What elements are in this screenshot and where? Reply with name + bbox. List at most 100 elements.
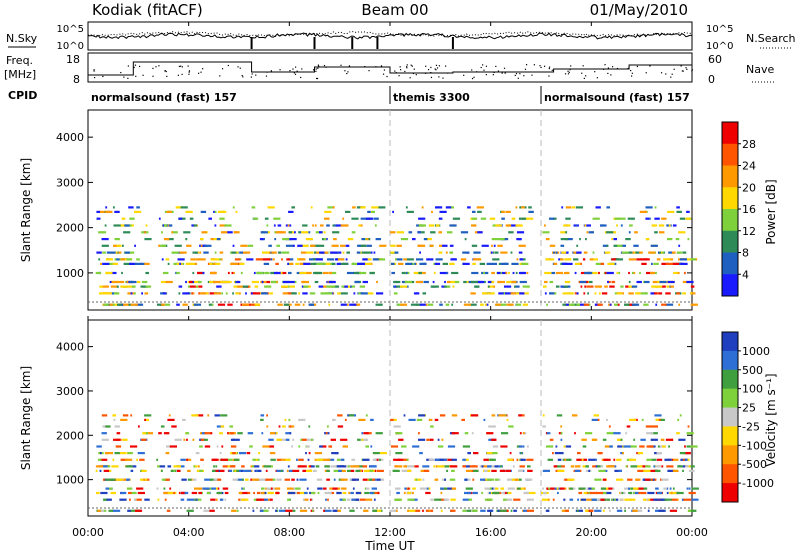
range-cell bbox=[419, 303, 427, 306]
range-cell bbox=[178, 292, 181, 295]
range-cell bbox=[652, 478, 655, 481]
nave-point bbox=[685, 67, 687, 69]
freq-series bbox=[88, 61, 693, 80]
range-cell bbox=[417, 231, 421, 234]
range-cell bbox=[611, 498, 614, 501]
range-cell bbox=[639, 445, 645, 448]
range-cell bbox=[282, 280, 289, 284]
range-cell bbox=[165, 478, 170, 481]
range-cell bbox=[446, 280, 451, 284]
range-cell bbox=[282, 425, 286, 428]
range-cell bbox=[204, 438, 208, 441]
range-cell bbox=[369, 469, 374, 472]
nave-point bbox=[540, 66, 542, 69]
range-cell bbox=[621, 491, 624, 495]
range-cell bbox=[180, 206, 188, 209]
range-cell bbox=[518, 217, 527, 220]
range-cell bbox=[231, 251, 239, 254]
range-cell bbox=[495, 303, 503, 306]
range-cell bbox=[463, 280, 467, 284]
range-cell bbox=[134, 498, 136, 501]
range-cell bbox=[462, 498, 470, 501]
range-cell bbox=[254, 303, 260, 306]
range-cell bbox=[583, 458, 588, 461]
range-cell bbox=[283, 303, 290, 306]
range-cell bbox=[176, 303, 180, 306]
range-cell bbox=[185, 432, 190, 435]
range-cell bbox=[377, 478, 381, 481]
range-cell bbox=[183, 438, 186, 441]
range-cell bbox=[268, 498, 270, 501]
range-cell bbox=[582, 465, 588, 468]
nave-point bbox=[630, 69, 632, 72]
range-cell bbox=[136, 303, 142, 306]
range-cell bbox=[359, 498, 366, 501]
range-cell bbox=[486, 465, 492, 468]
range-cell bbox=[523, 258, 526, 261]
range-cell bbox=[492, 258, 500, 261]
range-cell bbox=[306, 251, 314, 254]
nave-point bbox=[93, 77, 96, 79]
range-cell bbox=[219, 452, 222, 455]
range-cell bbox=[136, 280, 141, 284]
range-cell bbox=[624, 509, 626, 512]
range-cell bbox=[636, 280, 642, 284]
date-title: 01/May/2010 bbox=[590, 1, 688, 19]
range-cell bbox=[210, 258, 216, 261]
range-cell bbox=[552, 292, 557, 295]
range-cell bbox=[545, 491, 549, 495]
range-cell bbox=[206, 292, 208, 295]
nave-point bbox=[382, 73, 385, 75]
range-cell bbox=[197, 251, 199, 254]
range-cell bbox=[95, 271, 102, 275]
range-cell bbox=[648, 445, 654, 448]
range-cell bbox=[511, 262, 519, 265]
range-cell bbox=[443, 285, 450, 288]
range-cell bbox=[607, 465, 615, 468]
range-cell bbox=[336, 262, 341, 265]
range-cell bbox=[114, 425, 120, 428]
freq-tick-bottom: 8 bbox=[73, 73, 80, 86]
range-cell bbox=[667, 280, 675, 284]
colorbar-tick-label: -25 bbox=[742, 420, 760, 433]
range-cell bbox=[260, 280, 268, 284]
nave-point bbox=[227, 64, 229, 67]
range-cell bbox=[508, 425, 514, 428]
range-cell bbox=[192, 271, 195, 275]
range-cell bbox=[641, 418, 644, 421]
range-cell bbox=[573, 258, 579, 261]
cpid-row: CPID normalsound (fast) 157 themis 3300 no… bbox=[8, 86, 690, 104]
range-cell bbox=[333, 478, 336, 481]
range-cell bbox=[126, 452, 129, 455]
range-cell bbox=[403, 491, 406, 495]
range-cell bbox=[486, 432, 494, 435]
nave-point bbox=[270, 70, 272, 72]
range-cell bbox=[178, 285, 183, 288]
nave-point bbox=[436, 67, 439, 69]
range-cell bbox=[275, 231, 283, 234]
range-cell bbox=[187, 478, 192, 481]
range-cell bbox=[426, 238, 432, 241]
range-cell bbox=[206, 491, 211, 495]
range-cell bbox=[404, 280, 412, 284]
x-tick-label: 08:00 bbox=[273, 526, 305, 539]
range-cell bbox=[510, 292, 516, 295]
range-cell bbox=[370, 445, 373, 448]
range-cell bbox=[260, 292, 267, 295]
range-cell bbox=[169, 445, 177, 448]
range-cell bbox=[159, 465, 166, 468]
nave-point bbox=[188, 70, 191, 72]
range-cell bbox=[256, 271, 264, 275]
nave-point bbox=[166, 75, 168, 78]
range-cell bbox=[625, 465, 628, 468]
range-cell bbox=[130, 224, 134, 227]
nave-point bbox=[296, 70, 298, 72]
range-cell bbox=[263, 465, 271, 468]
range-cell bbox=[405, 262, 413, 265]
range-cell bbox=[580, 271, 587, 275]
range-cell bbox=[654, 285, 661, 288]
range-cell bbox=[676, 491, 684, 495]
range-cell bbox=[216, 445, 219, 448]
nave-point bbox=[181, 73, 183, 75]
